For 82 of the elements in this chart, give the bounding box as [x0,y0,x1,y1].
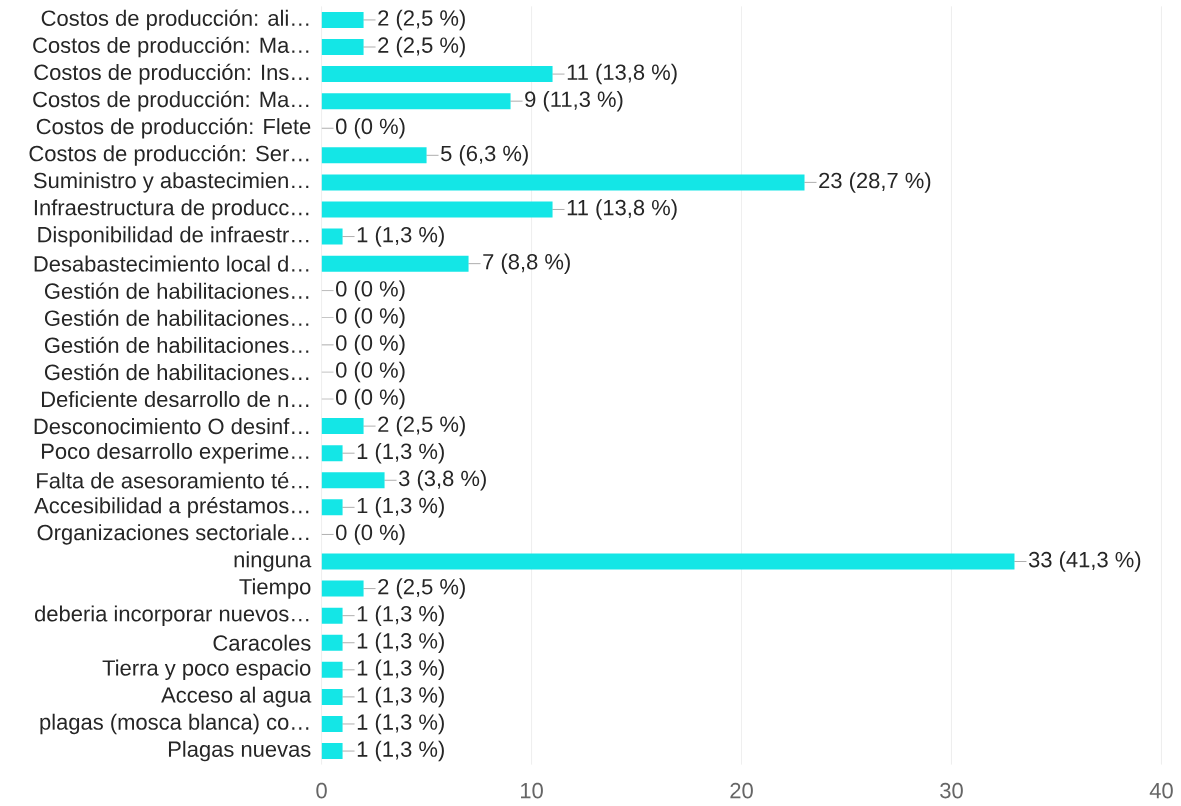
bar [321,689,343,706]
y-tick-label: Falta de asesoramiento té… [37,472,309,489]
data-label: 23 (28,7 %) [819,172,931,193]
data-label: 0 (0 %) [336,280,405,302]
data-label: 11 (13,8 %) [567,64,677,85]
y-tick-label: Costos de producción: Ser… [29,145,309,166]
bar [321,12,364,29]
data-label: 0 (0 %) [336,334,405,356]
y-tick-label: Costos de producción: ali… [41,9,309,31]
y-tick-label: Infraestructura de producc… [34,199,309,220]
bar [321,580,364,597]
bar [321,553,1015,570]
data-label: 9 (11,3 %) [525,91,623,112]
bar [321,39,364,56]
y-tick-label: Desabastecimiento local d… [34,255,309,272]
data-label: 1 (1,3 %) [357,632,444,654]
y-tick-label: Gestión de habilitaciones… [44,282,309,300]
y-tick-label: Desconocimiento O desinf… [34,418,309,435]
data-label: 2 (2,5 %) [378,9,465,31]
y-tick-label: Costos de producción: Ma… [33,90,309,112]
data-label: 0 (0 %) [336,361,405,383]
bar [321,174,805,191]
data-label: 0 (0 %) [336,388,405,410]
data-label: 33 (41,3 %) [1028,551,1141,572]
data-label: 1 (1,3 %) [357,740,444,762]
bar [321,147,427,164]
bar [321,228,343,245]
y-tick-label: Gestión de habilitaciones… [44,363,309,381]
y-tick-label: Disponibilidad de infraestr… [38,226,309,247]
y-tick-label: Organizaciones sectoriale… [37,524,309,545]
data-label: 1 (1,3 %) [357,443,444,464]
y-tick-label: Tierra y poco espacio [102,659,311,681]
bar [321,661,343,678]
data-label: 1 (1,3 %) [357,659,444,681]
y-tick-label: Costos de producción: Ma… [33,36,309,58]
x-tick-label: 10 [521,782,543,799]
data-label: 2 (2,5 %) [378,36,465,58]
data-label: 0 (0 %) [336,118,405,139]
data-label: 0 (0 %) [336,524,405,545]
data-label: 11 (13,8 %) [567,199,677,220]
bar [321,499,343,516]
data-label: 7 (8,8 %) [483,253,570,275]
data-label: 0 (0 %) [336,307,405,329]
y-tick-label: plagas (mosca blanca) co… [40,713,309,735]
bar [321,255,469,272]
bar [321,472,385,489]
data-label: 1 (1,3 %) [357,226,444,247]
bar [321,716,343,733]
data-label: 1 (1,3 %) [357,686,444,708]
y-tick-label: Accesibilidad a préstamos… [34,497,309,518]
y-tick-label: deberia incorporar nuevos… [35,605,309,627]
bar [321,607,343,624]
x-tick-label: 40 [1149,782,1173,799]
data-label: 1 (1,3 %) [357,605,444,627]
y-tick-label: Deficiente desarrollo de n… [42,391,309,408]
y-tick-label: Gestión de habilitaciones… [44,309,309,327]
data-label: 1 (1,3 %) [357,713,444,735]
bar [321,634,343,651]
bar [321,66,553,83]
y-tick-label: Poco desarrollo experime… [42,443,309,464]
y-tick-label: Suministro y abastecimien… [33,172,309,193]
bar [321,445,343,462]
y-tick-label: Tiempo [239,578,311,599]
y-tick-label: Costos de producción: Ins… [34,63,309,85]
bar [321,418,364,435]
data-label: 5 (6,3 %) [441,145,528,166]
data-label: 2 (2,5 %) [378,416,465,437]
y-tick-label: Gestión de habilitaciones… [44,336,309,354]
data-label: 2 (2,5 %) [378,578,465,599]
y-tick-label: Plagas nuevas [168,740,311,762]
data-label: 1 (1,3 %) [357,497,444,518]
x-tick-label: 30 [940,782,963,799]
y-tick-label: Costos de producción: Flete [36,118,311,139]
x-tick-label: 0 [316,782,327,799]
y-tick-label: Acceso al agua [161,686,312,708]
bar [321,201,553,218]
bar [321,743,343,760]
data-label: 3 (3,8 %) [398,470,486,491]
y-tick-label: ninguna [234,551,312,572]
y-tick-label: Caracoles [213,634,311,651]
bar [321,93,511,110]
x-tick-label: 20 [730,782,753,799]
